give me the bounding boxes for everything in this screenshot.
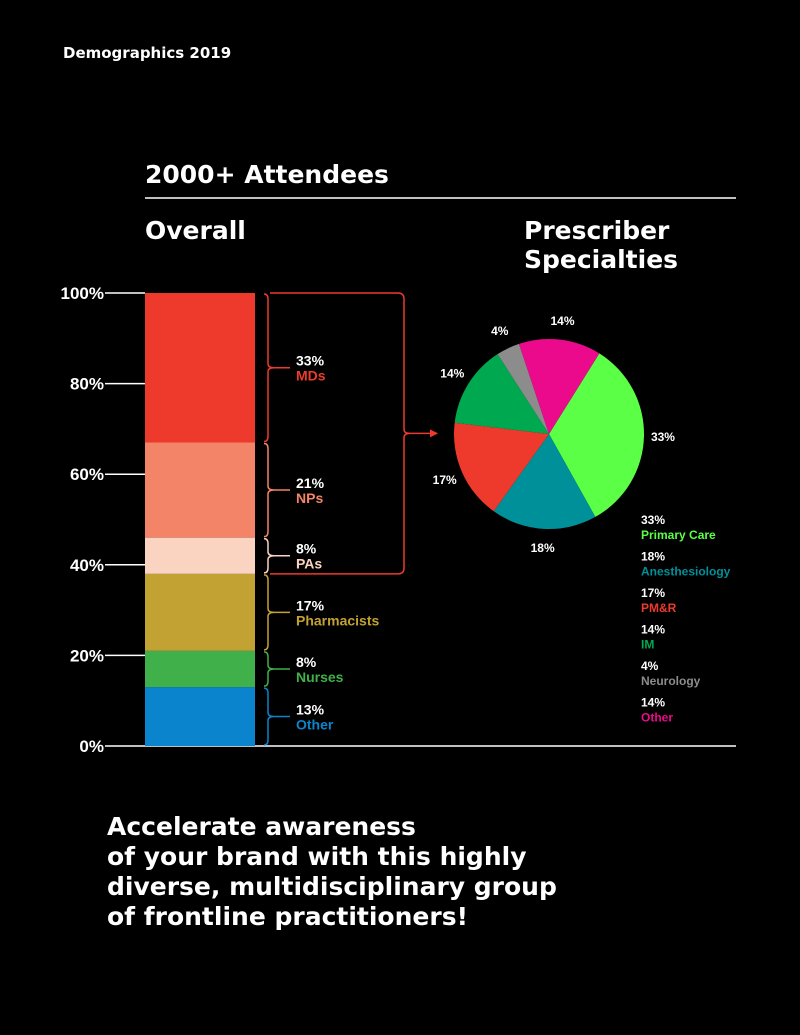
y-tick-label: 0% — [79, 737, 104, 756]
legend-percent: 18% — [641, 550, 665, 564]
pie-slice-other — [519, 339, 600, 434]
segment-name-label: Nurses — [296, 669, 344, 685]
bar-segment-nps — [145, 442, 255, 538]
legend-percent: 17% — [641, 586, 665, 600]
bar-segment-nurses — [145, 650, 255, 688]
pie-slice-im — [454, 354, 549, 434]
y-tick-label: 60% — [70, 465, 104, 484]
y-tick-label: 80% — [70, 375, 104, 394]
legend-name: IM — [641, 638, 654, 652]
legend-percent: 4% — [641, 659, 659, 673]
bracket-other — [263, 687, 290, 746]
segment-percent-label: 13% — [296, 702, 325, 718]
segment-percent-label: 33% — [296, 353, 325, 369]
bar-segment-pas — [145, 537, 255, 574]
pie-slice-label: 33% — [651, 430, 675, 444]
tagline-line: Accelerate awareness — [107, 812, 416, 841]
pie-slice-label: 14% — [550, 314, 574, 328]
page-title: Demographics 2019 — [63, 44, 232, 62]
pie-slice-anesthesiology — [493, 434, 596, 530]
legend-percent: 14% — [641, 696, 665, 710]
bar-chart-title: Overall — [145, 216, 246, 245]
bracket-nps — [263, 442, 290, 538]
bar-segment-mds — [145, 293, 255, 443]
segment-name-label: Pharmacists — [296, 612, 379, 628]
legend-percent: 33% — [641, 513, 665, 527]
pie-slice-label: 18% — [531, 541, 555, 555]
legend-name: Neurology — [641, 674, 701, 688]
bar-segment-pharmacists — [145, 573, 255, 651]
y-tick-label: 20% — [70, 646, 104, 665]
segment-percent-label: 8% — [296, 654, 317, 670]
pie-chart-title: Prescriber Specialties — [524, 216, 678, 274]
legend-name: Anesthesiology — [641, 565, 731, 579]
tagline-line: of your brand with this highly — [107, 842, 527, 871]
segment-percent-label: 21% — [296, 475, 325, 491]
pie-slice-label: 17% — [433, 473, 457, 487]
legend-name: PM&R — [641, 601, 677, 615]
segment-name-label: PAs — [296, 556, 322, 572]
pie-slice-pmr — [454, 422, 549, 512]
headline: 2000+ Attendees — [145, 160, 389, 189]
connector-arrowhead — [430, 429, 438, 438]
y-tick-label: 100% — [61, 284, 104, 303]
tagline: Accelerate awareness of your brand with t… — [107, 812, 557, 932]
segment-percent-label: 17% — [296, 597, 325, 613]
pie-slice-label: 14% — [440, 367, 464, 381]
legend-name: Primary Care — [641, 528, 716, 542]
segment-name-label: Other — [296, 717, 334, 733]
pie-title-line-2: Specialties — [524, 245, 679, 274]
bracket-pharmacists — [263, 574, 290, 651]
legend-percent: 14% — [641, 623, 665, 637]
bar-segment-other — [145, 687, 255, 746]
pie-title-line-1: Prescriber — [524, 216, 670, 245]
bracket-mds — [263, 293, 290, 443]
bracket-nurses — [263, 651, 290, 687]
segment-name-label: NPs — [296, 490, 323, 506]
y-tick-label: 40% — [70, 556, 104, 575]
segment-percent-label: 8% — [296, 541, 317, 557]
pie-slice-primarycare — [549, 353, 645, 517]
tagline-line: of frontline practitioners! — [107, 902, 468, 931]
tagline-line: diverse, multidisciplinary group — [107, 872, 557, 901]
segment-name-label: MDs — [296, 368, 326, 384]
bracket-pas — [263, 537, 290, 574]
pie-slice-neurology — [497, 343, 549, 434]
prescriber-connector — [270, 292, 437, 575]
legend-name: Other — [641, 711, 673, 725]
pie-slice-label: 4% — [491, 324, 509, 338]
